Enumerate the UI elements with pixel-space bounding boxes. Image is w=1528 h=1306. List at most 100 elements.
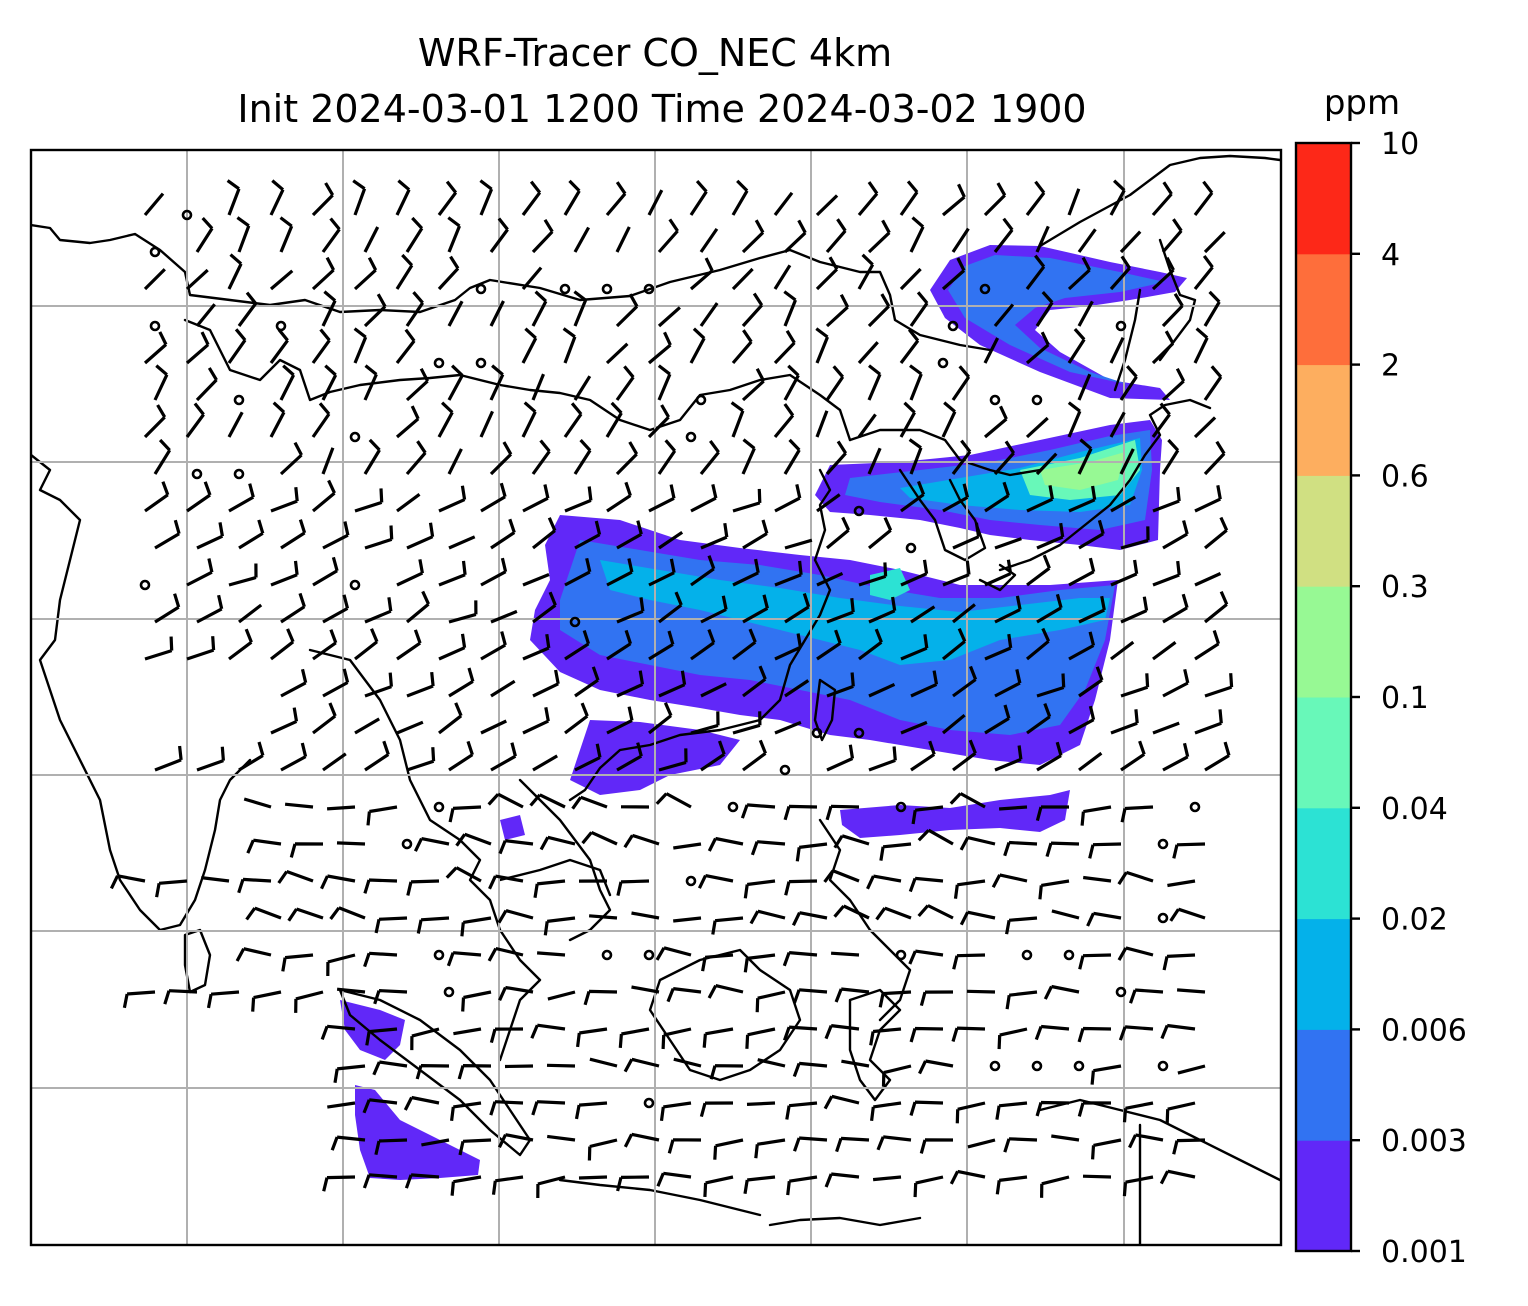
wind-barb	[605, 181, 627, 217]
wind-barb	[750, 840, 786, 856]
wind-barb	[876, 1135, 912, 1151]
wind-barb	[336, 841, 366, 846]
wind-barb	[953, 879, 986, 899]
wind-barb	[816, 571, 844, 587]
wind-barb	[833, 834, 870, 849]
wind-barb	[269, 401, 286, 438]
wind-barb	[238, 603, 263, 624]
wind-barb	[1128, 1133, 1164, 1149]
wind-barb	[755, 990, 786, 1013]
wind-barb	[245, 906, 282, 921]
wind-barb	[195, 303, 216, 328]
wind-barb	[480, 557, 508, 587]
wind-barb	[623, 833, 660, 849]
wind-barb	[606, 706, 634, 735]
wind-barb	[227, 328, 247, 364]
wind-barb	[690, 711, 720, 735]
wind-barb	[941, 401, 957, 438]
wind-barb	[1152, 721, 1180, 735]
wind-barb	[546, 1063, 576, 1068]
coast-japan-south	[978, 563, 1017, 592]
colorbar-ticks: 0.001 0.003 0.006 0.02 0.04 0.1 0.3 0.6 2 4 10	[1351, 127, 1467, 1270]
wind-barb	[279, 216, 294, 253]
calm-wind-marker	[947, 320, 959, 332]
wind-barb	[867, 293, 891, 328]
wind-barb	[872, 1175, 902, 1182]
wind-barb	[1067, 256, 1092, 291]
wind-barb	[450, 1101, 482, 1121]
wind-barb	[363, 293, 387, 328]
wind-barb	[690, 555, 716, 587]
wind-barb	[396, 493, 421, 513]
calm-wind-marker	[779, 764, 791, 776]
wind-barb	[1082, 1174, 1112, 1179]
wind-barb	[699, 439, 720, 476]
wind-barb	[531, 1100, 566, 1116]
wind-barb	[406, 671, 435, 698]
wind-barb	[237, 291, 257, 327]
wind-barb	[404, 1173, 440, 1189]
wind-barb	[1083, 875, 1112, 883]
wind-barb	[1160, 1023, 1196, 1040]
coast-kamchatka	[1038, 154, 1281, 248]
wind-barb	[857, 253, 875, 290]
wind-barb	[783, 290, 797, 327]
wind-barb	[1025, 416, 1049, 439]
wind-barb	[1120, 673, 1150, 698]
wind-barb	[1026, 703, 1052, 735]
wind-barb	[700, 522, 729, 550]
wind-barb	[311, 182, 335, 217]
colorbar-tick-label: 0.04	[1381, 792, 1448, 827]
wind-barb	[504, 1064, 534, 1069]
wind-barb	[857, 341, 879, 365]
plume-java	[355, 1085, 480, 1180]
wind-barb	[1177, 1064, 1206, 1075]
wind-barb	[899, 401, 916, 438]
wind-barb	[363, 951, 398, 968]
wind-barb	[1091, 1138, 1122, 1160]
wind-barb	[784, 538, 813, 550]
wind-barb	[605, 342, 629, 365]
wind-barb	[673, 842, 702, 850]
wind-barb	[867, 219, 891, 254]
wind-barb	[1167, 879, 1196, 888]
wind-barb	[488, 874, 524, 890]
wind-barb	[900, 634, 929, 661]
wind-barb	[1088, 842, 1122, 859]
wind-barb	[741, 367, 766, 402]
wind-barb	[1043, 984, 1080, 1000]
wind-barb	[615, 365, 635, 401]
wind-barb	[489, 364, 505, 401]
wind-barb	[279, 364, 296, 401]
wind-barb	[574, 743, 602, 772]
calm-wind-marker	[569, 616, 581, 628]
wind-barb	[746, 1101, 776, 1106]
wind-barb	[532, 591, 557, 624]
wind-barb	[536, 951, 566, 957]
wind-barb	[1068, 557, 1096, 587]
wind-barb	[1005, 916, 1038, 935]
wind-barb	[616, 742, 643, 772]
wind-barb	[689, 180, 708, 216]
wind-barb	[1025, 627, 1051, 661]
wind-barb	[730, 401, 745, 438]
wind-barb	[311, 328, 331, 364]
calm-wind-marker	[643, 1097, 655, 1109]
wind-barb	[521, 180, 542, 216]
wind-barb	[909, 216, 925, 253]
wind-barb	[913, 1175, 944, 1198]
wind-barb	[1003, 1137, 1038, 1153]
wind-barb	[1122, 1175, 1154, 1197]
wind-barb	[1026, 554, 1051, 587]
wind-barb	[446, 951, 482, 967]
wind-barb	[1203, 440, 1226, 476]
plume-vietnam	[500, 815, 525, 840]
wind-barb	[155, 879, 188, 898]
wind-barb	[657, 364, 672, 401]
wind-barb	[881, 1064, 912, 1087]
wind-barb	[284, 802, 314, 809]
wind-barb	[329, 906, 366, 920]
calm-wind-marker	[895, 949, 907, 961]
wind-barb	[647, 404, 670, 439]
calm-wind-marker	[191, 468, 203, 480]
